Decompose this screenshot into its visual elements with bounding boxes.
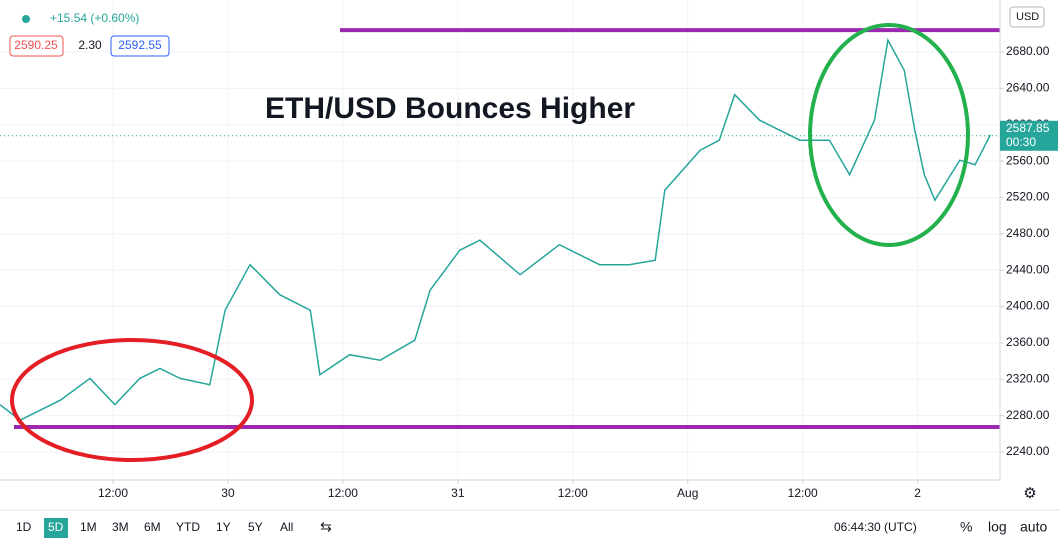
last-price-box (1000, 120, 1058, 151)
price-line (0, 37, 992, 422)
y-tick-label: 2680.00 (1006, 44, 1050, 58)
bid: 2590.25 (14, 38, 58, 52)
date-range-icon[interactable]: ⇆ (320, 519, 332, 535)
scale-option[interactable]: auto (1020, 519, 1047, 535)
x-tick-label: 30 (221, 486, 235, 500)
x-tick-label: 12:00 (98, 486, 128, 500)
active-range (44, 518, 68, 538)
y-tick-label: 2560.00 (1006, 153, 1050, 167)
range-button[interactable]: 5D (48, 520, 64, 534)
price-change: +15.54 (+0.60%) (50, 11, 139, 25)
range-button[interactable]: 5Y (248, 520, 263, 534)
bid-box[interactable] (9, 35, 64, 57)
range-button[interactable]: 3M (112, 520, 129, 534)
scale-option[interactable]: % (960, 519, 972, 535)
countdown: 00:30 (1006, 135, 1036, 149)
ask: 2592.55 (118, 38, 162, 52)
scale-option[interactable]: log (988, 519, 1007, 535)
grid (0, 0, 1000, 480)
y-tick-label: 2640.00 (1006, 81, 1050, 95)
currency: USD (1016, 11, 1039, 23)
y-tick-label: 2240.00 (1006, 444, 1050, 458)
range-button[interactable]: 1M (80, 520, 97, 534)
y-tick-label: 2320.00 (1006, 371, 1050, 385)
range-button[interactable]: 1Y (216, 520, 231, 534)
status-dot (22, 15, 30, 23)
x-tick-label: 2 (914, 486, 921, 500)
settings-icon[interactable]: ⚙ (1023, 485, 1036, 502)
plot (0, 28, 1000, 429)
toolbar: 1D 5D 1M 3M 6M YTD 1Y 5Y All 06:44:30 (UTC)% log au… (16, 518, 1047, 538)
x-tick-label: 31 (451, 486, 465, 500)
clock: 06:44:30 (UTC) (834, 520, 917, 534)
y-tick-label: 2280.00 (1006, 408, 1050, 422)
highlight-ellipse (10, 338, 254, 462)
y-tick-label: 2440.00 (1006, 262, 1050, 276)
y-tick-label: 2360.00 (1006, 335, 1050, 349)
y-tick-label: 2400.00 (1006, 299, 1050, 313)
spread: 2.30 (78, 38, 102, 52)
y-tick-label: 2520.00 (1006, 190, 1050, 204)
x-tick-label: 12:00 (328, 486, 358, 500)
x-tick-label: Aug (677, 486, 698, 500)
highlight-ellipse (808, 23, 970, 247)
y-tick-label: 2480.00 (1006, 226, 1050, 240)
last-price-label: 2587.85 (1006, 121, 1050, 135)
x-tick-label: 12:00 (558, 486, 588, 500)
range-button[interactable]: 1D (16, 520, 32, 534)
annotation: ETH/USD Bounces Higher (265, 92, 635, 125)
range-button[interactable]: All (280, 520, 293, 534)
ask-box[interactable] (110, 35, 170, 57)
x-tick-label: 12:00 (788, 486, 818, 500)
currency-box[interactable] (1009, 6, 1045, 28)
range-button[interactable]: YTD (176, 520, 200, 534)
range-button[interactable]: 6M (144, 520, 161, 534)
